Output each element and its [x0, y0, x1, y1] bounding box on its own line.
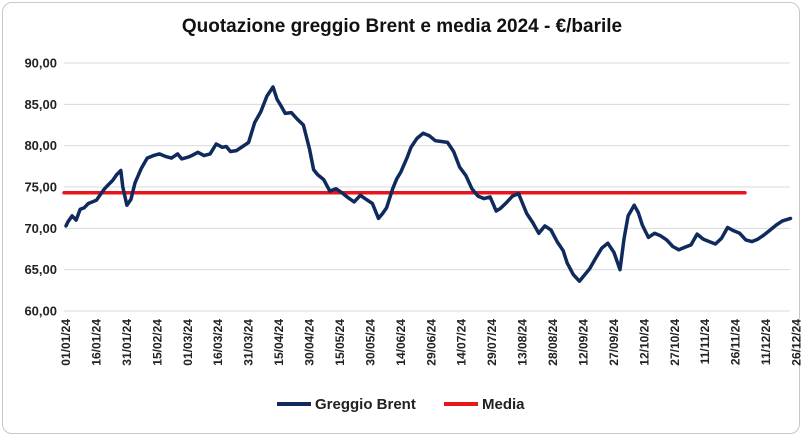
y-tick-label: 85,00 [24, 97, 57, 112]
y-tick-label: 80,00 [24, 138, 57, 153]
legend-label-greggio-brent: Greggio Brent [315, 396, 416, 413]
x-tick-label: 28/08/24 [546, 319, 560, 366]
series-line-greggio-brent [64, 85, 793, 283]
y-tick-label: 60,00 [24, 304, 57, 319]
x-tick-label: 01/03/24 [181, 319, 195, 366]
y-axis-ticks: 60,00 65,00 70,00 75,00 80,00 85,00 90,00 [24, 56, 57, 319]
x-tick-label: 01/01/24 [59, 319, 73, 366]
x-tick-label: 11/11/24 [698, 319, 712, 365]
x-tick-label: 15/02/24 [150, 319, 164, 366]
x-tick-label: 14/07/24 [455, 319, 469, 366]
grid-layer [64, 62, 790, 312]
y-tick-label: 75,00 [24, 180, 57, 195]
x-tick-label: 31/03/24 [242, 319, 256, 366]
legend: Greggio Brent Media [277, 396, 525, 413]
x-tick-label: 27/10/24 [668, 319, 682, 366]
x-tick-label: 12/09/24 [576, 319, 590, 366]
x-tick-label: 30/05/24 [363, 319, 377, 366]
x-tick-label: 26/11/24 [729, 319, 743, 365]
legend-label-media: Media [482, 396, 525, 413]
y-tick-label: 90,00 [24, 56, 57, 71]
y-tick-label: 65,00 [24, 262, 57, 277]
x-tick-label: 29/07/24 [485, 319, 499, 366]
x-tick-label: 14/06/24 [394, 319, 408, 366]
x-tick-label: 11/12/24 [759, 319, 773, 365]
x-tick-label: 12/10/24 [637, 319, 651, 366]
chart-title: Quotazione greggio Brent e media 2024 - … [181, 16, 623, 37]
x-tick-label: 26/12/24 [790, 319, 804, 366]
x-tick-label: 30/04/24 [303, 319, 317, 366]
x-tick-label: 13/08/24 [516, 319, 530, 366]
chart-frame [2, 2, 800, 434]
x-tick-label: 31/01/24 [120, 319, 134, 366]
x-tick-label: 27/09/24 [607, 319, 621, 366]
x-tick-label: 15/05/24 [333, 319, 347, 366]
series-layer [62, 85, 793, 283]
x-tick-label: 16/01/24 [89, 319, 103, 366]
x-tick-label: 29/06/24 [424, 319, 438, 366]
x-axis-ticks: 01/01/24 16/01/24 31/01/24 15/02/24 01/03/24… [59, 319, 804, 366]
y-tick-label: 70,00 [24, 221, 57, 236]
x-tick-label: 15/04/24 [272, 319, 286, 366]
x-tick-label: 16/03/24 [211, 319, 225, 366]
